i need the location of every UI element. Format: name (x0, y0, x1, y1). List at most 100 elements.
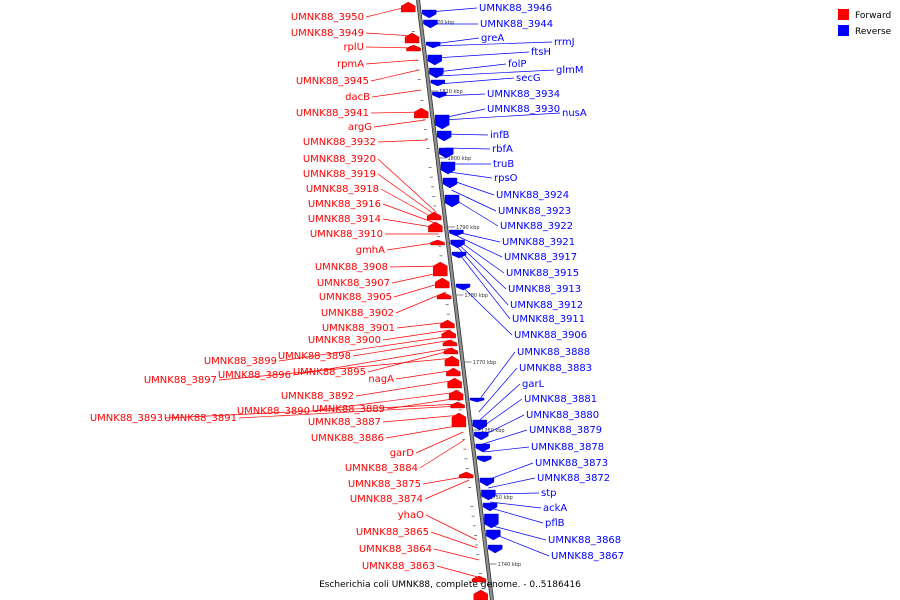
reverse-gene-label: UMNK88_3878 (531, 442, 604, 453)
reverse-gene-label: glmM (556, 65, 584, 76)
forward-gene-label: UMNK88_3945 (296, 76, 369, 87)
reverse-gene-label: UMNK88_3868 (548, 535, 621, 546)
reverse-gene-arrow (475, 443, 490, 453)
label-leader-line (433, 41, 553, 47)
reverse-gene-label: rbfA (492, 144, 513, 155)
forward-gene-arrow (401, 1, 416, 13)
label-leader-line (452, 197, 499, 227)
label-leader-line (458, 247, 509, 306)
forward-gene-arrow (447, 377, 462, 389)
forward-gene-arrow (441, 329, 456, 339)
label-leader-line (439, 93, 486, 97)
label-leader-line (367, 349, 454, 373)
label-leader-line (355, 379, 457, 397)
reverse-gene-label: garL (522, 379, 545, 390)
reverse-gene-label: UMNK88_3883 (519, 363, 592, 374)
reverse-gene-label: UMNK88_3906 (514, 330, 587, 341)
label-leader-line (365, 5, 411, 18)
forward-gene-arrow (436, 292, 452, 300)
forward-gene-label: UMNK88_3920 (303, 154, 376, 165)
reverse-gene-arrow (430, 79, 446, 87)
label-leader-line (477, 351, 516, 403)
label-leader-line (373, 119, 425, 128)
reverse-gene-arrow (488, 544, 503, 554)
reverse-gene-label: UMNK88_3913 (508, 284, 581, 295)
reverse-gene-arrow (479, 477, 495, 487)
label-leader-line (352, 339, 452, 357)
forward-gene-label: UMNK88_3890 (237, 406, 310, 417)
reverse-gene-label: rpsO (494, 173, 518, 184)
label-leader-line (442, 112, 561, 121)
forward-gene-label: UMNK88_3949 (291, 28, 364, 39)
label-leader-line (164, 403, 460, 419)
forward-gene-label: UMNK88_3889 (312, 404, 385, 415)
reverse-gene-label: greA (481, 33, 504, 44)
reverse-gene-label: UMNK88_3881 (524, 394, 597, 405)
label-leader-line (424, 479, 470, 500)
label-leader-line (482, 429, 528, 445)
reverse-gene-label: nusA (562, 108, 587, 119)
reverse-gene-arrow (449, 229, 464, 237)
reverse-gene-label: pflB (545, 518, 565, 529)
label-leader-line (487, 462, 534, 481)
reverse-gene-label: UMNK88_3872 (537, 473, 610, 484)
reverse-gene-label: ackA (543, 503, 567, 514)
forward-gene-label: UMNK88_3950 (291, 12, 364, 23)
forward-gene-label: UMNK88_3864 (359, 544, 432, 555)
forward-gene-label: UMNK88_3900 (308, 335, 381, 346)
legend-reverse-swatch (838, 25, 849, 36)
reverse-gene-label: UMNK88_3888 (517, 347, 590, 358)
label-leader-line (386, 241, 440, 251)
forward-gene-label: rpmA (337, 59, 364, 70)
forward-gene-label: UMNK88_3907 (317, 278, 390, 289)
forward-gene-arrow (428, 221, 443, 233)
label-leader-line (365, 59, 418, 65)
forward-gene-label: UMNK88_3941 (296, 108, 369, 119)
reverse-gene-arrow (484, 513, 499, 529)
forward-gene-arrow (404, 32, 420, 44)
label-leader-line (391, 271, 444, 284)
forward-gene-label: UMNK88_3910 (310, 229, 383, 240)
reverse-gene-arrow (469, 397, 485, 403)
reverse-gene-arrow (434, 114, 450, 130)
forward-gene-label: UMNK88_3884 (345, 463, 418, 474)
reverse-gene-label: UMNK88_3879 (529, 425, 602, 436)
label-leader-line (238, 405, 461, 419)
forward-gene-label: gmhA (356, 245, 385, 256)
forward-gene-arrow (426, 211, 442, 221)
reverse-gene-label: infB (490, 130, 510, 141)
label-leader-line (395, 291, 447, 314)
reverse-gene-label: folP (508, 59, 526, 70)
forward-gene-label: UMNK88_3875 (348, 479, 421, 490)
map-caption: Escherichia coli UMNK88, complete genome… (319, 580, 581, 590)
forward-gene-arrow (473, 589, 488, 600)
forward-gene-arrow (446, 367, 461, 377)
label-leader-line (490, 507, 544, 524)
reverse-gene-label: UMNK88_3921 (502, 237, 575, 248)
label-leader-line (311, 391, 459, 412)
reverse-gene-arrow (474, 431, 489, 441)
reverse-gene-label: UMNK88_3930 (487, 104, 560, 115)
label-leader-line (457, 239, 505, 274)
label-leader-line (395, 369, 456, 380)
label-leaders (164, 5, 561, 579)
forward-gene-label: UMNK88_3895 (293, 367, 366, 378)
forward-gene-arrow (414, 107, 429, 119)
forward-gene-label: UMNK88_3863 (362, 561, 435, 572)
label-leader-line (492, 525, 547, 541)
reverse-gene-arrow (423, 19, 438, 29)
label-leader-line (218, 357, 455, 381)
label-leader-line (488, 492, 540, 495)
forward-gene-label: UMNK88_3865 (356, 527, 429, 538)
forward-gene-label: UMNK88_3898 (278, 351, 351, 362)
reverse-gene-arrow (472, 419, 487, 431)
axis-tick-label: 1810 kbp (439, 89, 463, 95)
reverse-gene-label: UMNK88_3924 (496, 190, 569, 201)
label-leader-line (493, 533, 550, 557)
label-leader-line (415, 431, 464, 454)
forward-gene-arrow (451, 412, 467, 428)
forward-gene-arrow (450, 401, 465, 409)
label-leader-line (382, 329, 451, 341)
label-leader-line (382, 218, 439, 229)
label-leader-line (449, 171, 493, 179)
